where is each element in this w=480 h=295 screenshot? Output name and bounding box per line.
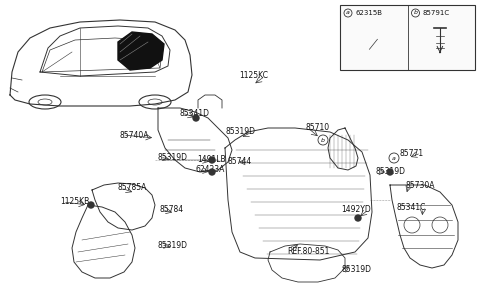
Text: 85341C: 85341C [396, 204, 426, 212]
Text: 85319D: 85319D [341, 266, 371, 275]
Circle shape [209, 157, 215, 163]
Text: 85785A: 85785A [118, 183, 147, 193]
Text: 85319D: 85319D [158, 240, 188, 250]
Text: 1492YD: 1492YD [341, 206, 371, 214]
Text: REF.80-851: REF.80-851 [287, 248, 329, 256]
Text: 85319D: 85319D [157, 153, 187, 161]
Text: 85744: 85744 [228, 158, 252, 166]
Bar [340, 5, 475, 70]
Text: b: b [321, 137, 325, 142]
Text: 1125KB: 1125KB [60, 197, 89, 206]
Text: 1491LB: 1491LB [197, 155, 226, 165]
Text: 85319D: 85319D [225, 127, 255, 137]
Text: a: a [346, 11, 350, 16]
Text: 85784: 85784 [159, 206, 183, 214]
Text: 85710: 85710 [305, 124, 329, 132]
Circle shape [193, 115, 199, 121]
Text: 62315B: 62315B [355, 10, 382, 16]
Circle shape [387, 169, 393, 175]
Text: a: a [392, 155, 396, 160]
Text: 85791C: 85791C [422, 10, 450, 16]
Text: 62423A: 62423A [196, 165, 226, 175]
Circle shape [209, 169, 215, 175]
Text: b: b [413, 11, 418, 16]
Text: 85319D: 85319D [375, 168, 405, 176]
Text: 85740A: 85740A [120, 130, 149, 140]
Text: 85771: 85771 [400, 148, 424, 158]
Circle shape [355, 215, 361, 221]
Circle shape [88, 202, 94, 208]
Text: 85730A: 85730A [406, 181, 435, 189]
Text: 85341D: 85341D [179, 109, 209, 117]
Polygon shape [118, 32, 164, 70]
Text: 1125KC: 1125KC [239, 71, 268, 81]
